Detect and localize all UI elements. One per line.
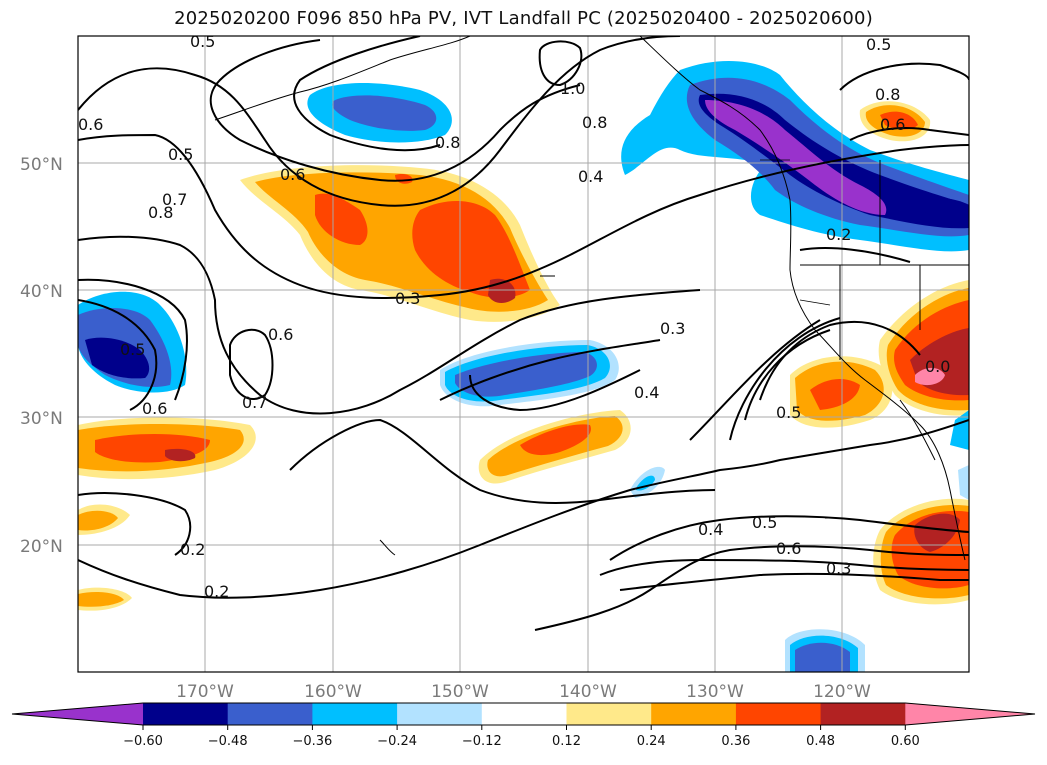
lat-label: 40°N <box>20 282 63 302</box>
pv-contours <box>78 36 969 631</box>
colorbar-bin <box>905 703 1035 725</box>
contour-label: 0.4 <box>578 167 603 186</box>
contour-label: 0.3 <box>395 289 420 308</box>
colorbar: −0.60 −0.48 −0.36 −0.24 −0.12 0.12 0.24 0.36 0.4… <box>11 702 1036 749</box>
contour-label-layer: 0.5 0.5 1.0 0.8 0.8 0.8 0.6 0.5 0.7 0.8 … <box>78 32 950 601</box>
contour-label: 0.4 <box>698 520 723 539</box>
colorbar-tick-label: −0.36 <box>292 734 332 749</box>
contour-label: 0.5 <box>776 403 801 422</box>
colorbar-tick-label: −0.60 <box>123 734 163 749</box>
colorbar-tick-label: 0.60 <box>891 734 920 749</box>
contour-label: 0.8 <box>582 113 607 132</box>
contour-label: 0.2 <box>204 582 229 601</box>
lon-label: 130°W <box>686 682 744 702</box>
colorbar-bin <box>312 703 398 725</box>
lon-label: 140°W <box>559 682 617 702</box>
colorbar-bin <box>651 703 737 725</box>
contour-label: 0.7 <box>242 393 267 412</box>
contour-label: 0.6 <box>880 115 905 134</box>
colorbar-bin <box>12 703 143 725</box>
contour-label: 0.8 <box>148 203 173 222</box>
colorbar-bin <box>566 703 652 725</box>
lat-label: 50°N <box>20 155 63 175</box>
latitude-labels: 50°N 40°N 30°N 20°N <box>20 155 63 557</box>
lon-label: 150°W <box>431 682 489 702</box>
contour-label: 0.0 <box>925 357 950 376</box>
colorbar-tick-label: 0.36 <box>721 734 750 749</box>
contour-label: 0.6 <box>280 165 305 184</box>
contour-label: 0.5 <box>866 35 891 54</box>
map-title: 2025020200 F096 850 hPa PV, IVT Landfall… <box>174 8 873 29</box>
colorbar-tick-label: −0.48 <box>208 734 248 749</box>
contour-label: 0.2 <box>180 540 205 559</box>
colorbar-bin <box>481 703 567 725</box>
colorbar-tick-label: 0.24 <box>637 734 666 749</box>
contour-label: 0.3 <box>826 559 851 578</box>
lon-label: 170°W <box>176 682 234 702</box>
contour-label: 0.5 <box>168 145 193 164</box>
colorbar-tick-label: −0.12 <box>462 734 502 749</box>
contour-label: 0.6 <box>776 539 801 558</box>
lon-label: 120°W <box>813 682 871 702</box>
contour-label: 0.6 <box>268 325 293 344</box>
colorbar-tick-label: 0.12 <box>552 734 581 749</box>
contour-label: 0.6 <box>142 399 167 418</box>
shading-layer <box>78 60 969 672</box>
longitude-labels: 170°W 160°W 150°W 140°W 130°W 120°W <box>176 682 871 702</box>
lat-label: 20°N <box>20 537 63 557</box>
lon-label: 160°W <box>304 682 362 702</box>
colorbar-tick-label: 0.48 <box>806 734 835 749</box>
colorbar-tick-label: −0.24 <box>377 734 417 749</box>
contour-label: 0.8 <box>435 133 460 152</box>
colorbar-bin <box>397 703 483 725</box>
contour-label: 0.7 <box>162 190 187 209</box>
map-border <box>77 35 970 673</box>
colorbar-bin <box>227 703 313 725</box>
coastlines <box>214 36 969 561</box>
contour-label: 0.4 <box>634 383 659 402</box>
contour-label: 0.5 <box>190 32 215 51</box>
lat-label: 30°N <box>20 409 63 429</box>
colorbar-bin <box>820 703 906 725</box>
contour-label: 1.0 <box>560 79 585 98</box>
contour-label: 0.5 <box>752 513 777 532</box>
contour-label: 0.2 <box>826 225 851 244</box>
contour-label: 0.6 <box>78 115 103 134</box>
contour-label: 0.5 <box>120 340 145 359</box>
contour-label: 0.3 <box>660 319 685 338</box>
contour-label: 0.8 <box>875 85 900 104</box>
colorbar-bin <box>143 703 229 725</box>
colorbar-bin <box>735 703 822 725</box>
